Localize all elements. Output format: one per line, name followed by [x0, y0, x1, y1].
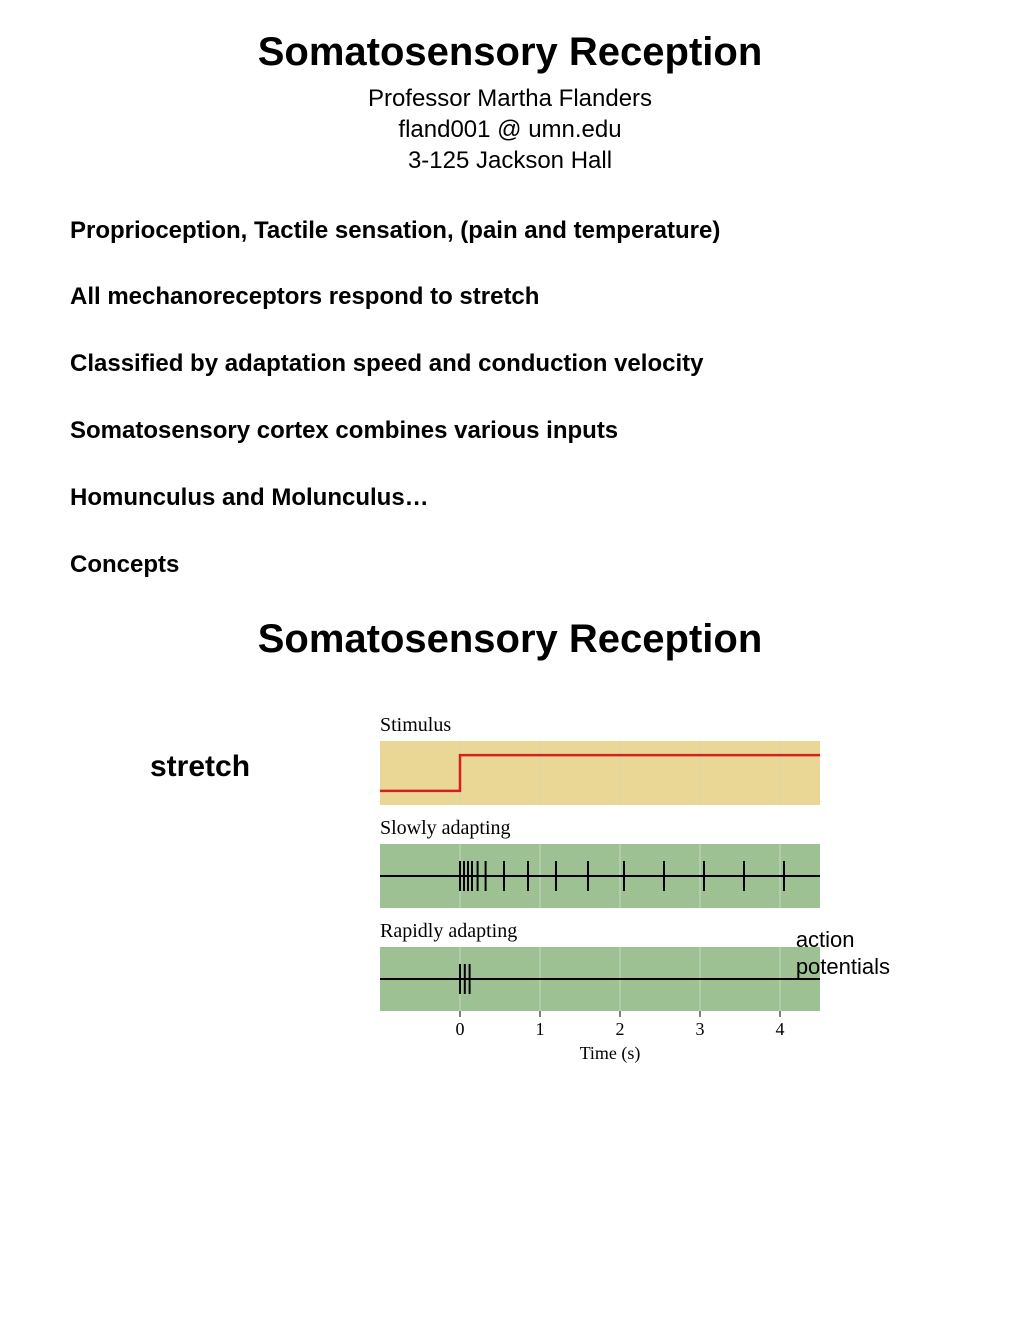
diagram-area: stretch action potentials Stimulus Slowl…: [60, 702, 960, 1064]
page-title: Somatosensory Reception: [60, 30, 960, 75]
svg-text:2: 2: [616, 1019, 625, 1039]
slowly-label: Slowly adapting: [380, 817, 840, 840]
svg-text:1: 1: [536, 1019, 545, 1039]
action-potentials-label: action potentials: [796, 927, 890, 980]
svg-text:4: 4: [776, 1019, 785, 1039]
bullet-list: Proprioception, Tactile sensation, (pain…: [60, 217, 960, 580]
svg-text:0: 0: [456, 1019, 465, 1039]
bullet-item: Proprioception, Tactile sensation, (pain…: [70, 217, 950, 246]
stimulus-label: Stimulus: [380, 714, 840, 737]
slowly-adapting-panel: [380, 844, 820, 908]
professor-email: fland001 @ umn.edu: [60, 114, 960, 145]
stimulus-panel: [380, 741, 820, 805]
professor-office: 3-125 Jackson Hall: [60, 145, 960, 176]
bullet-item: Somatosensory cortex combines various in…: [70, 417, 950, 446]
subtitle-block: Professor Martha Flanders fland001 @ umn…: [60, 83, 960, 177]
bullet-item: Homunculus and Molunculus…: [70, 484, 950, 513]
bullet-item: All mechanoreceptors respond to stretch: [70, 283, 950, 312]
professor-name: Professor Martha Flanders: [60, 83, 960, 114]
stretch-label: stretch: [150, 750, 250, 784]
time-axis: 0 1 2 3 4: [380, 1011, 820, 1041]
bullet-item: Classified by adaptation speed and condu…: [70, 350, 950, 379]
x-axis-label: Time (s): [380, 1043, 840, 1064]
bullet-item: Concepts: [70, 551, 950, 580]
chart: Stimulus Slowly adapting Rapidly adaptin…: [380, 702, 840, 1064]
svg-text:3: 3: [696, 1019, 705, 1039]
rapidly-label: Rapidly adapting: [380, 920, 840, 943]
second-title: Somatosensory Reception: [60, 617, 960, 662]
rapidly-adapting-panel: [380, 947, 820, 1011]
